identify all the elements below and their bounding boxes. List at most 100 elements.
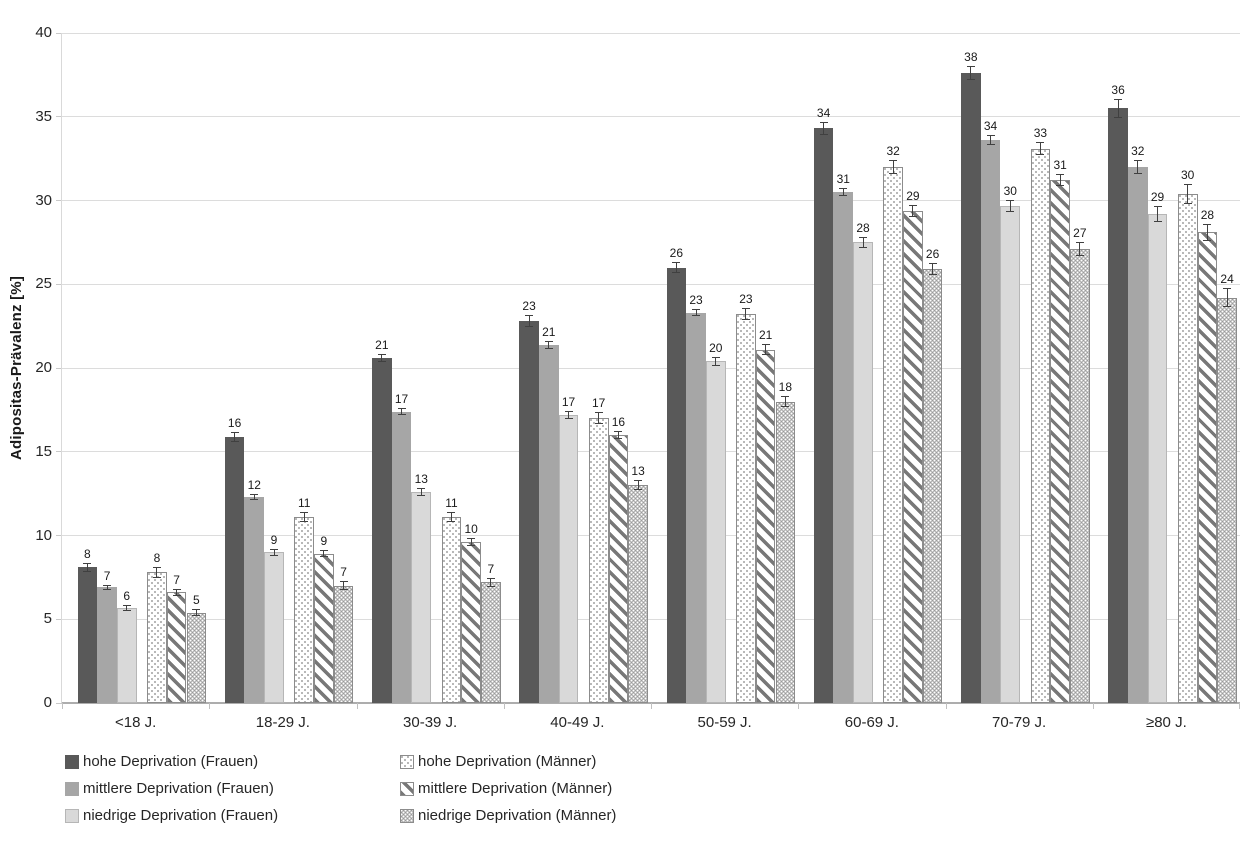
error-bar-cap [230,440,239,442]
legend-swatch-solid-dark [65,754,79,769]
error-bar [637,481,639,490]
error-bar [823,123,825,134]
legend-item: niedrige Deprivation (Männer) [400,802,616,829]
error-bar [1157,207,1158,221]
bar-solid-dark-group5 [813,128,834,703]
bar-value-label: 17 [561,394,576,409]
error-bar-cap [300,511,309,513]
bar-value-label: 7 [340,565,347,580]
error-bar-cap [564,410,573,412]
error-bar [106,585,108,590]
error-bar-cap [152,567,161,569]
error-bar [568,411,569,419]
error-bar-cap [741,319,750,321]
legend-swatch-diag-stripe [400,781,414,796]
error-bar-cap [859,237,867,239]
error-bar-cap [270,554,278,556]
bar-value-label: 16 [227,415,242,430]
y-tick-label: 35 [35,107,52,125]
y-tick [56,451,62,453]
x-tick [62,703,63,709]
error-bar-cap [103,589,112,591]
error-bar-cap [172,594,181,596]
x-tick [651,703,652,709]
bar-value-label: 7 [103,568,111,583]
error-bar [86,564,88,571]
error-bar-cap [103,584,112,586]
error-bar-cap [839,195,848,197]
error-bar [695,310,697,316]
bar-value-label: 31 [1053,158,1067,173]
bar-diag-stripe-group0 [166,592,187,703]
bar-solid-medium-group3 [538,344,559,703]
x-tick [798,703,800,709]
x-tick [209,703,211,709]
bar-value-label: 28 [856,221,870,236]
legend-item: niedrige Deprivation (Frauen) [65,802,278,829]
bar-dot-sparse-group5 [883,167,904,703]
error-bar [470,539,472,546]
bar-solid-light-group3 [558,414,579,703]
legend-item: hohe Deprivation (Männer) [400,748,616,775]
y-tick [56,618,62,620]
bar-solid-medium-group5 [833,192,854,703]
gridline [62,116,1240,118]
error-bar [598,413,600,424]
error-bar-cap [711,356,720,358]
x-tick [1239,703,1240,709]
bar-value-label: 20 [709,340,723,355]
y-tick [56,32,62,34]
gridline [62,200,1240,201]
error-bar-cap [319,556,328,558]
y-tick [56,702,62,704]
legend-item: hohe Deprivation (Frauen) [65,748,278,775]
y-axis-line [61,33,62,703]
x-tick-label: 30-39 J. [403,714,458,731]
error-bar [1039,142,1041,155]
error-bar [745,309,747,320]
error-bar [450,512,452,522]
error-bar-cap [634,489,643,491]
error-bar [1187,184,1189,204]
error-bar-cap [1133,160,1142,162]
bar-dot-dense-group1 [333,585,354,703]
error-bar [343,582,345,590]
bar-value-label: 10 [464,522,478,537]
bar-value-label: 32 [1131,144,1145,159]
y-tick-label: 25 [35,275,52,293]
bar-diag-stripe-group5 [903,210,923,703]
error-bar-cap [692,315,701,317]
bar-solid-dark-group3 [519,321,539,703]
bar-dot-sparse-group3 [588,418,609,703]
error-bar [156,568,158,577]
error-bar [970,67,972,80]
error-bar [715,357,717,365]
error-bar-cap [908,215,917,217]
error-bar [912,205,914,216]
error-bar-cap [614,438,623,440]
error-bar-cap [819,122,828,124]
legend-swatch-dot-dense [400,808,414,823]
bar-value-label: 5 [193,593,200,608]
bar-value-label: 26 [669,246,684,261]
bar-dot-dense-group4 [775,401,796,703]
error-bar-cap [447,521,456,523]
error-bar-cap [1114,99,1123,100]
error-bar-cap [544,347,553,349]
bar-dot-sparse-group0 [147,572,167,703]
bar-solid-dark-group0 [77,567,98,703]
y-tick [56,200,62,201]
y-tick [56,367,62,369]
error-bar-cap [1056,174,1065,176]
error-bar-cap [1036,154,1045,156]
legend-column: hohe Deprivation (Frauen) mittlere Depriv… [65,748,278,829]
legend-label: niedrige Deprivation (Männer) [418,807,617,824]
error-bar-cap [672,262,681,264]
error-bar-cap [1183,203,1192,205]
bar-dot-dense-group0 [186,612,207,703]
bar-solid-light-group4 [705,361,726,703]
x-tick-label: 18-29 J. [255,714,310,731]
bar-value-label: 31 [836,171,850,186]
bar-value-label: 17 [394,392,409,407]
bar-value-label: 6 [123,588,131,603]
